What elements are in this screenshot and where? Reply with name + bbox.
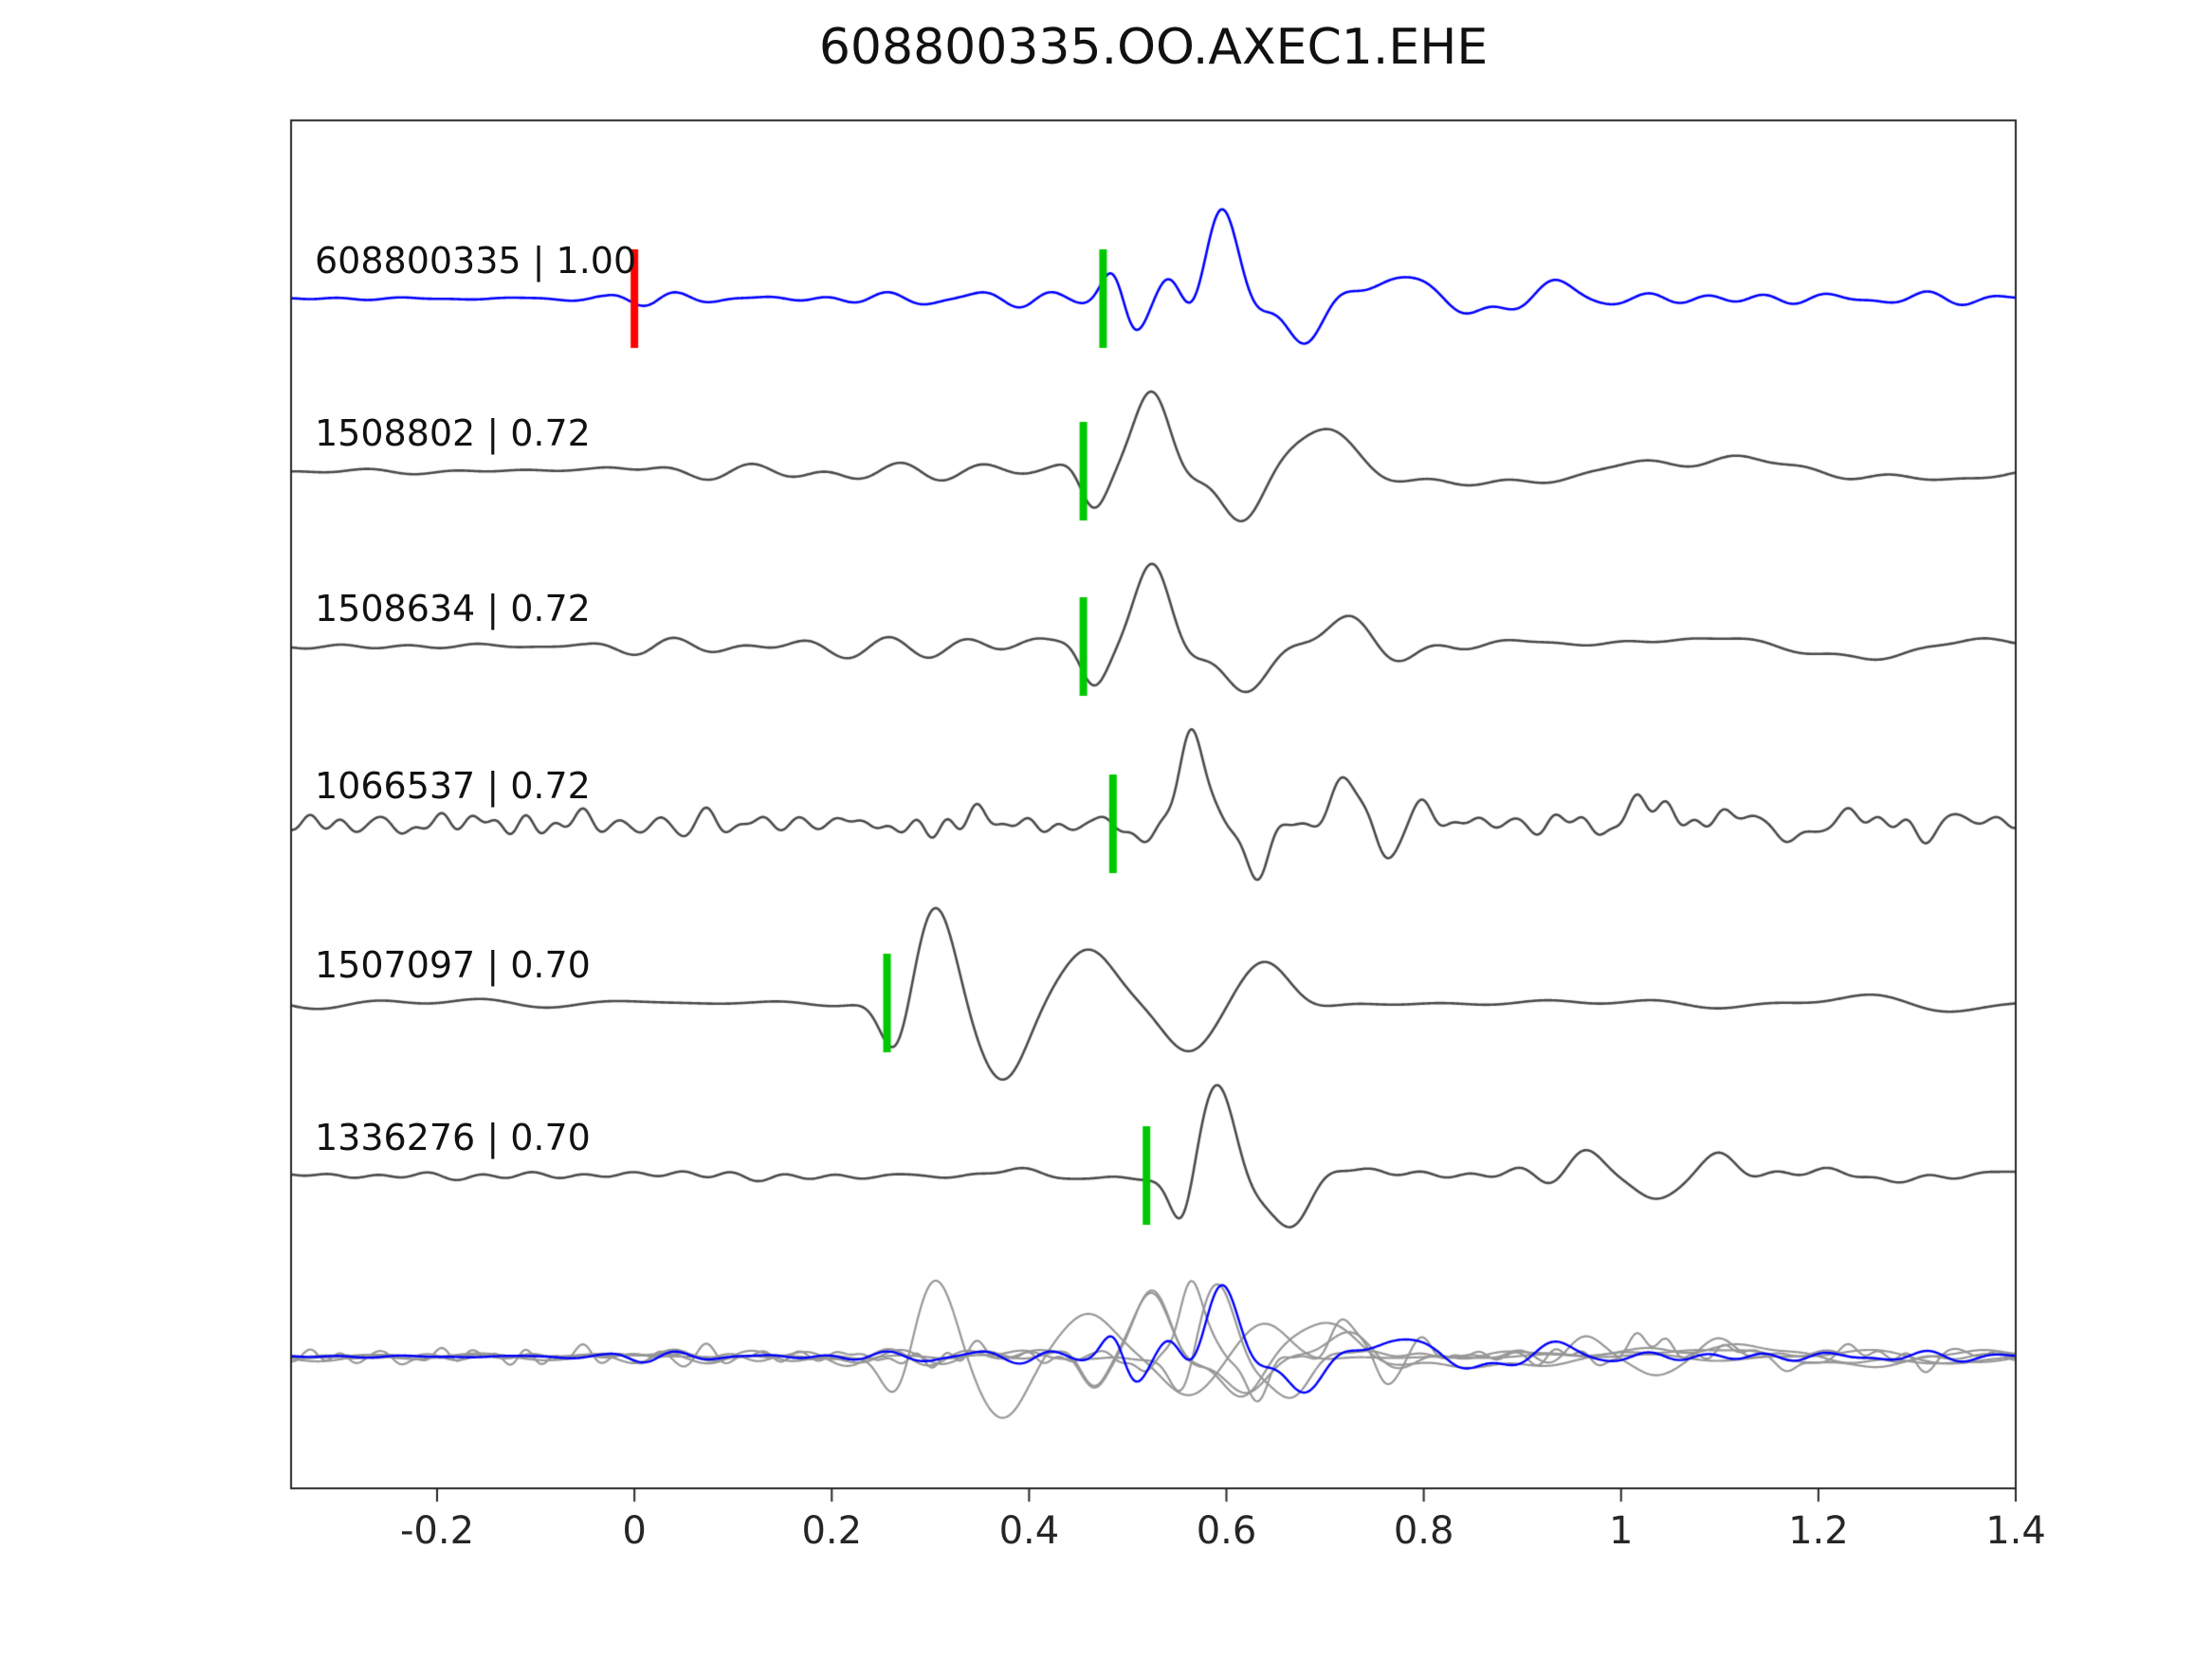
x-tick-label: 0.8 [1393, 1509, 1454, 1553]
x-tick-label: 0 [622, 1509, 647, 1553]
x-tick-label: 1 [1609, 1509, 1634, 1553]
x-tick-label: 0.6 [1196, 1509, 1257, 1553]
trace-label-neighbor: 1336276 | 0.70 [315, 1117, 591, 1158]
trace-label-neighbor: 1507097 | 0.70 [315, 944, 591, 986]
trace-label-neighbor: 1508634 | 0.72 [315, 588, 591, 629]
x-tick-label: -0.2 [399, 1509, 475, 1553]
chart-title: 608800335.OO.AXEC1.EHE [818, 19, 1489, 76]
x-tick-label: 0.2 [801, 1509, 863, 1553]
x-tick-label: 1.4 [1985, 1509, 2046, 1553]
x-tick-label: 0.4 [998, 1509, 1060, 1553]
trace-label-target: 608800335 | 1.00 [315, 240, 637, 282]
trace-label-neighbor: 1508802 | 0.72 [315, 412, 591, 454]
x-tick-label: 1.2 [1788, 1509, 1849, 1553]
trace-label-neighbor: 1066537 | 0.72 [315, 765, 591, 807]
